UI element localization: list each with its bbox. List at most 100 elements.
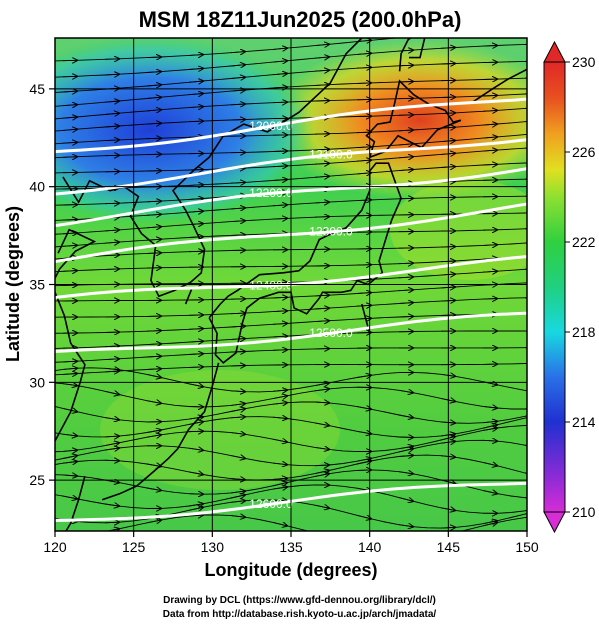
streamline-arrow (398, 130, 413, 131)
x-tick-label: 140 (358, 539, 382, 555)
streamline-arrow (272, 205, 287, 206)
streamline-arrow (146, 369, 161, 370)
streamline-arrow (356, 200, 371, 201)
streamline-arrow (314, 402, 329, 403)
streamline-arrow (230, 516, 245, 518)
colorbar-tick-label: 218 (572, 324, 596, 340)
streamline-arrow (356, 53, 371, 54)
streamline-arrow (398, 290, 413, 291)
streamline-arrow (188, 199, 203, 200)
streamline-arrow (104, 269, 119, 270)
streamline-arrow (104, 203, 119, 204)
streamline-arrow (146, 374, 161, 377)
streamline-arrow (230, 391, 245, 392)
streamline-arrow (188, 494, 203, 495)
streamline-arrow (104, 113, 119, 114)
streamline-arrow (62, 245, 77, 246)
grid-lines (55, 38, 527, 531)
streamline-arrow (356, 318, 371, 319)
coastline-segment (409, 38, 426, 59)
streamline-arrow (188, 81, 203, 82)
streamline-arrow (62, 76, 77, 77)
streamline-arrow (398, 390, 413, 392)
streamline-arrow (104, 504, 119, 506)
streamline-arrow (482, 462, 497, 465)
coastline-segment (471, 68, 527, 104)
x-axis-label: Longitude (degrees) (204, 560, 377, 580)
streamline-arrow (104, 74, 119, 75)
streamline-arrow (482, 406, 497, 408)
streamline-arrow (230, 77, 245, 78)
streamline-arrow (146, 227, 161, 228)
streamline-arrow (230, 339, 245, 340)
streamline-arrow (105, 529, 119, 531)
streamline-arrow (314, 308, 329, 309)
streamline-arrow (272, 166, 287, 167)
streamline-arrow (356, 375, 371, 377)
streamline-arrow (482, 110, 497, 111)
streamline-arrow (230, 491, 245, 493)
x-tick-label: 130 (201, 539, 225, 555)
streamline-arrow (314, 134, 329, 135)
colorbar-tick-label: 222 (572, 234, 596, 250)
y-axis-label: Latitude (degrees) (3, 206, 23, 362)
contour-label: 12100.0 (309, 148, 353, 162)
streamline-arrow (314, 176, 329, 177)
streamline-arrow (230, 104, 245, 105)
streamline-arrow (314, 85, 329, 86)
streamline-arrow (146, 110, 161, 111)
streamline-arrow (272, 522, 287, 525)
streamline-arrow (482, 440, 497, 441)
streamline-arrow (230, 433, 245, 435)
streamline-arrow (146, 430, 161, 433)
streamline-arrow (272, 218, 287, 219)
streamline-arrow (272, 151, 287, 152)
credit-data: Data from http://database.rish.kyoto-u.a… (162, 609, 437, 620)
x-tick-label: 150 (515, 539, 539, 555)
streamline-arrow (230, 235, 245, 236)
streamline-arrow (146, 97, 161, 98)
streamline-arrow (272, 487, 287, 489)
streamline-arrow (398, 303, 413, 304)
streamline-arrow (272, 180, 287, 181)
streamline-arrow (314, 389, 329, 391)
y-tick-label: 35 (29, 277, 45, 293)
streamline-arrow (482, 271, 497, 272)
contour-label: 12200.0 (249, 186, 293, 200)
streamline-arrow (482, 428, 497, 430)
streamline-arrow (314, 465, 329, 466)
streamline-arrow (398, 144, 413, 145)
streamline-arrow (272, 396, 287, 399)
streamline-arrow (62, 117, 77, 118)
streamline-arrow (188, 251, 203, 252)
credit-drawing: Drawing by DCL (https://www.gfd-dennou.o… (163, 595, 436, 606)
streamline-arrow (62, 374, 77, 375)
cold-anomaly (55, 38, 315, 225)
streamline-arrow (104, 101, 119, 102)
streamline-arrow (314, 70, 329, 71)
streamline-arrow (188, 68, 203, 69)
streamline-arrow (230, 208, 245, 209)
streamline-arrow (62, 384, 77, 386)
x-tick-label: 135 (279, 539, 303, 555)
streamline-arrow (146, 331, 161, 332)
streamline-arrow (315, 533, 329, 536)
streamline-arrow (146, 435, 161, 437)
streamline-arrow (188, 354, 203, 355)
streamline-arrow (230, 182, 245, 183)
streamline-arrow (314, 163, 329, 164)
streamline-arrow (314, 505, 329, 508)
streamline-arrow (482, 299, 497, 300)
streamline-arrow (62, 220, 77, 221)
streamline-arrow (272, 463, 287, 465)
streamline-arrow (482, 137, 497, 138)
streamline-arrow (188, 431, 203, 432)
contour-label: 12600.0 (249, 497, 293, 511)
streamline-arrow (230, 326, 245, 327)
coastline-segment (101, 362, 220, 501)
streamline-arrow (188, 417, 203, 419)
streamline-arrow (356, 67, 371, 68)
streamline-arrow (188, 504, 203, 506)
streamline-arrow (104, 346, 119, 347)
